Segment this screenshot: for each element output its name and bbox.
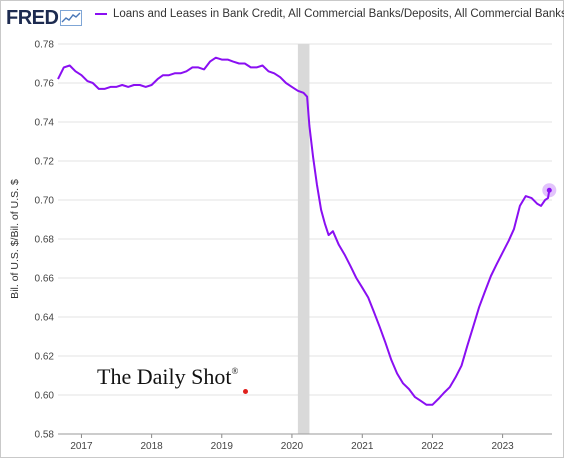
y-axis-ticks: 0.58 0.60 0.62 0.64 0.66 0.68 0.70 0.72 0.74 0.76… — [35, 40, 55, 441]
legend: Loans and Leases in Bank Credit, All Com… — [95, 8, 564, 20]
y-tick-label: 0.64 — [35, 313, 55, 324]
header: FRED — [6, 6, 83, 30]
x-axis-ticks: 2017 2018 2019 2020 2021 2022 2023 — [58, 433, 552, 452]
series-layer — [57, 56, 557, 406]
last-point-marker — [546, 187, 552, 193]
y-tick-label: 0.60 — [35, 391, 55, 402]
y-tick-label: 0.70 — [35, 196, 55, 207]
y-tick-label: 0.72 — [35, 157, 55, 168]
watermark-text: The Daily Shot — [97, 364, 232, 389]
x-tick-label: 2022 — [421, 441, 444, 452]
y-tick-label: 0.76 — [35, 79, 55, 90]
y-tick-label: 0.78 — [35, 40, 55, 51]
y-tick-label: 0.62 — [35, 352, 55, 363]
series-line — [57, 56, 551, 406]
line-chart-icon — [60, 10, 83, 26]
x-tick-label: 2020 — [281, 441, 304, 452]
watermark: The Daily Shot® — [97, 364, 248, 394]
legend-label: Loans and Leases in Bank Credit, All Com… — [113, 8, 564, 20]
legend-swatch — [95, 13, 107, 15]
y-axis-label: Bil. of U.S. $/Bil. of U.S. $ — [9, 179, 21, 299]
x-tick-label: 2021 — [351, 441, 374, 452]
recession-bar — [297, 44, 310, 434]
y-tick-label: 0.68 — [35, 235, 55, 246]
y-tick-label: 0.66 — [35, 274, 55, 285]
y-tick-label: 0.74 — [35, 118, 55, 129]
watermark-registered-mark: ® — [231, 366, 239, 376]
x-tick-label: 2018 — [140, 441, 163, 452]
x-tick-label: 2023 — [491, 441, 514, 452]
fred-logo[interactable]: FRED — [6, 7, 59, 29]
watermark-red-dot — [243, 389, 248, 394]
y-tick-label: 0.58 — [35, 430, 55, 441]
recession-shading — [297, 44, 310, 434]
x-tick-label: 2017 — [70, 441, 93, 452]
x-tick-label: 2019 — [211, 441, 234, 452]
